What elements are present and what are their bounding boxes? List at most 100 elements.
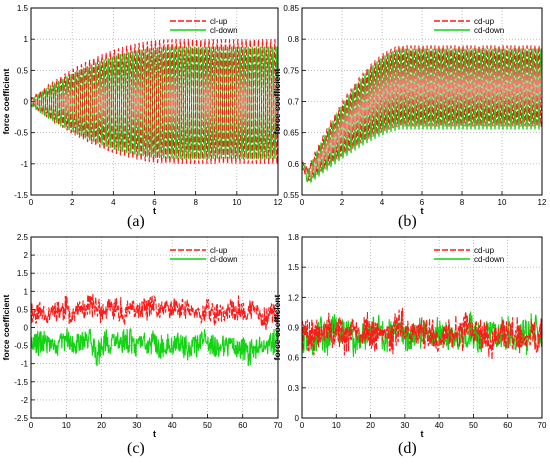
y-tick-label: -0.5 [14,342,28,351]
x-tick-label: 10 [62,421,71,430]
y-tick-label: 0.3 [288,384,300,393]
y-tick-label: -1.5 [14,378,28,387]
y-tick-label: 0.6 [288,160,300,169]
legend-label-cl-up: cl-up [210,17,228,26]
x-tick-label: 8 [460,198,465,207]
x-tick-label: 60 [238,421,247,430]
x-tick-label: 12 [538,198,547,207]
y-tick-label: 0.7 [288,98,300,107]
y-tick-label: 0.8 [288,35,300,44]
series-line-cl-down [31,328,278,367]
plot-frame [30,236,279,419]
y-tick-label: 1.8 [288,233,300,242]
x-tick-label: 40 [168,421,177,430]
y-tick-label: 1 [24,287,29,296]
y-tick-label: 0.55 [283,191,299,200]
legend-label-cd-up: cd-up [474,246,495,255]
y-tick-label: 2 [24,251,29,260]
y-tick-label: 0.75 [283,66,299,75]
legend-label-cd-down: cd-down [474,255,504,264]
y-tick-label: 0 [295,414,300,423]
x-tick-label: 4 [380,198,385,207]
series-line-cl-up [31,292,278,331]
y-axis-label: force coefficient [272,69,282,135]
series-line-cd-up [302,45,542,182]
y-tick-label: -1.5 [14,191,28,200]
series-group [31,292,278,367]
series-group [302,45,542,183]
x-tick-label: 12 [274,198,283,207]
x-tick-label: 50 [469,421,478,430]
x-tick-label: 40 [435,421,444,430]
plot-frame [301,236,543,419]
y-tick-label: 2.5 [17,233,29,242]
chart-d: 0 10 20 30 40 50 60 70 0 0.3 0.6 0.9 1.2 1.5 1.8 cd-upc… [272,233,547,439]
x-axis-label: t [421,429,424,439]
x-tick-label: 4 [111,198,116,207]
x-tick-label: 50 [203,421,212,430]
plot-frame [301,7,543,196]
y-axis-label: force coefficient [1,69,11,135]
plot-frame [30,7,279,196]
x-tick-label: 0 [29,421,34,430]
caption-d: (d) [398,440,417,457]
y-tick-label: -1 [21,360,29,369]
x-tick-label: 6 [420,198,425,207]
y-tick-label: 0.5 [17,305,29,314]
series-group [302,307,542,360]
y-axis-label: force coefficient [272,295,282,361]
x-tick-label: 0 [300,421,305,430]
x-axis-label: t [153,429,156,439]
y-tick-label: 0.65 [283,129,299,138]
x-tick-label: 70 [538,421,547,430]
series-line-cl-up [31,39,278,164]
y-tick-label: -0.5 [14,129,28,138]
x-axis-label: t [153,206,156,216]
y-tick-label: 0.85 [283,4,299,13]
y-tick-label: 1.2 [288,293,300,302]
series-group [31,39,278,164]
y-tick-label: 0.6 [288,354,300,363]
x-tick-label: 0 [300,198,305,207]
y-tick-label: 0 [24,324,29,333]
x-tick-label: 0 [29,198,34,207]
legend-label-cl-down: cl-down [210,255,238,264]
y-axis-label: force coefficient [1,295,11,361]
legend-label-cl-up: cl-up [210,246,228,255]
y-tick-label: 0.9 [288,324,300,333]
x-tick-label: 10 [232,198,241,207]
x-tick-label: 30 [400,421,409,430]
legend-label-cd-up: cd-up [474,17,495,26]
y-tick-label: -1 [21,160,29,169]
x-tick-label: 2 [70,198,75,207]
x-tick-label: 2 [340,198,345,207]
y-tick-label: 1.5 [288,263,300,272]
y-tick-label: -2 [21,396,29,405]
chart-c: 0 10 20 30 40 50 60 70 -2.5 -2 -1.5 -1 -0.5 0 0.5 1 1.5 2… [1,233,283,439]
x-tick-label: 10 [332,421,341,430]
x-tick-label: 6 [152,198,157,207]
x-axis-label: t [421,206,424,216]
y-tick-label: 1.5 [17,4,29,13]
caption-a: (a) [127,213,145,230]
x-tick-label: 8 [193,198,198,207]
x-tick-label: 60 [503,421,512,430]
legend-label-cl-down: cl-down [210,26,238,35]
x-tick-label: 70 [274,421,283,430]
y-tick-label: 1 [24,35,29,44]
y-tick-label: -2.5 [14,414,28,423]
y-tick-label: 0 [24,98,29,107]
y-tick-label: 0.5 [17,66,29,75]
y-tick-label: 1.5 [17,269,29,278]
x-tick-label: 10 [498,198,507,207]
series-line-cd-up [302,307,542,360]
chart-b: 0 2 4 6 8 10 120.550.60.650.70.750.80.85cd-upc… [272,4,547,216]
x-tick-label: 30 [132,421,141,430]
x-tick-label: 20 [366,421,375,430]
caption-b: (b) [398,213,417,230]
x-tick-label: 20 [97,421,106,430]
caption-c: (c) [127,440,145,457]
legend-label-cd-down: cd-down [474,26,504,35]
